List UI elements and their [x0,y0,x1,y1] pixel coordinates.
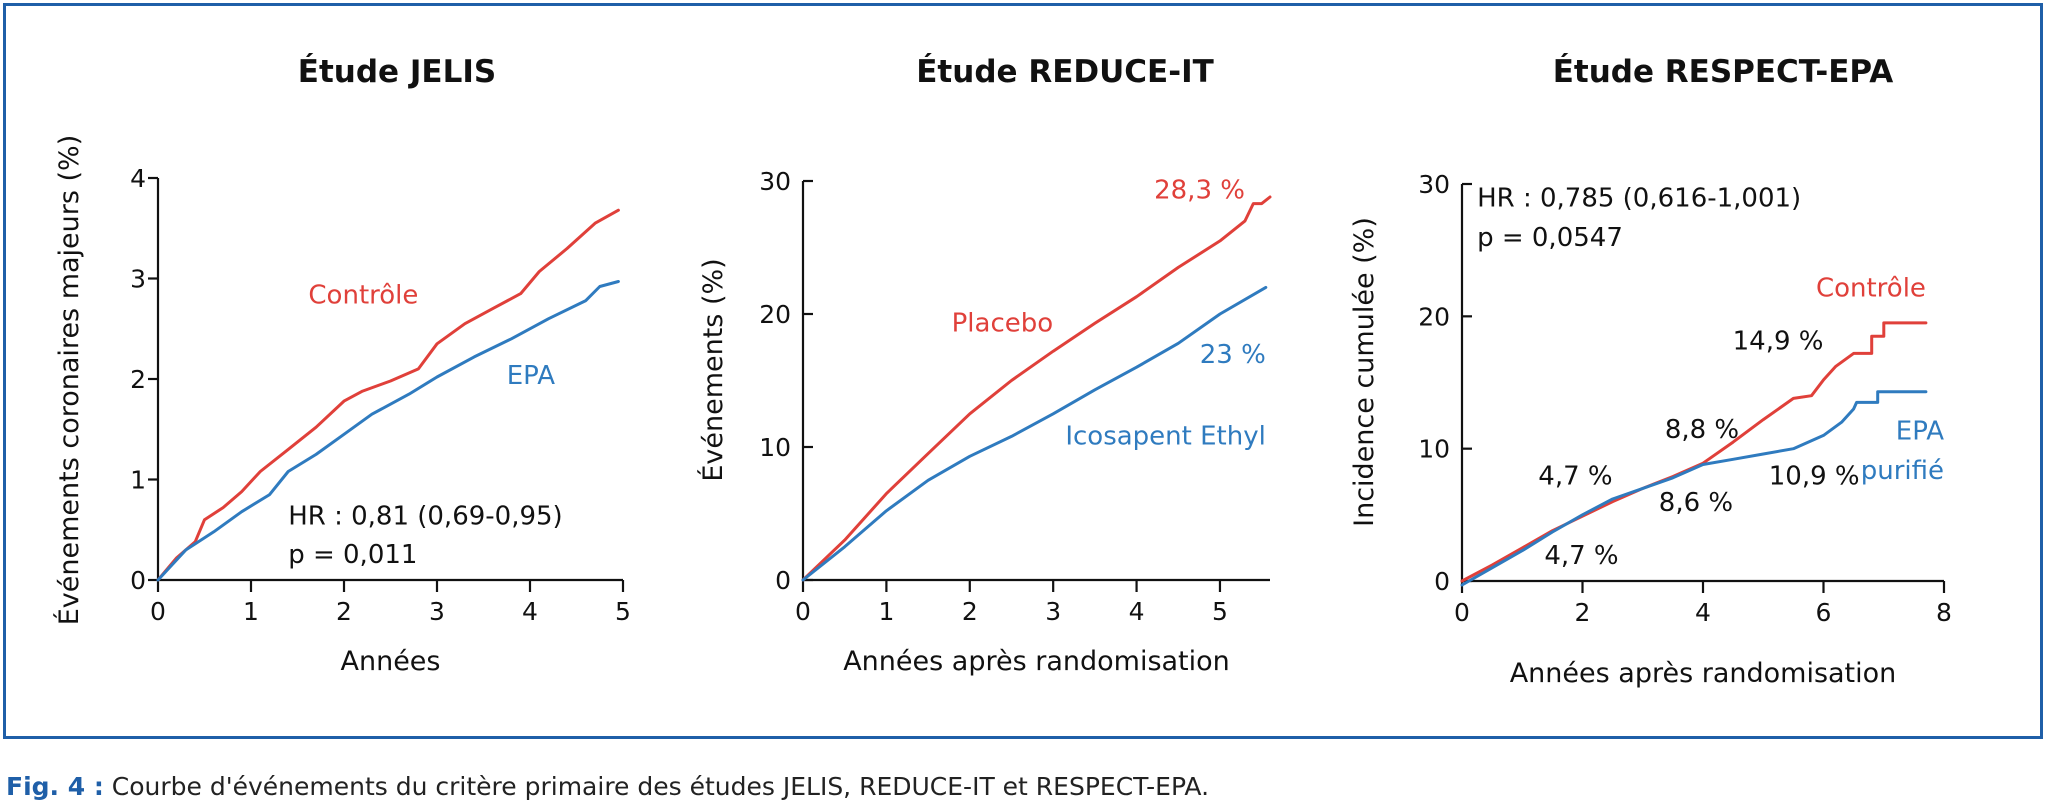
x-tick-label: 5 [1212,597,1228,626]
chart-annotation: Placebo [952,308,1054,338]
x-tick-label: 1 [243,597,259,626]
series-line [156,280,620,582]
x-tick-label: 5 [615,597,631,626]
chart-annotation: HR : 0,785 (0,616-1,001) [1477,183,1801,213]
x-tick-label: 1 [878,597,894,626]
chart-annotation: 8,6 % [1659,488,1733,518]
x-axis-label: Années après randomisation [1510,658,1897,689]
chart-annotation: p = 0,0547 [1477,223,1623,253]
x-axis-label: Années [341,646,441,677]
x-tick-label: 4 [522,597,538,626]
charts-canvas: Étude JELIS 0 1 2 3 4 5 0 1 2 3 4 Années Événements c… [53,54,1952,689]
x-tick-label: 6 [1816,598,1832,627]
chart-title: Étude JELIS [298,54,496,90]
y-tick-label: 0 [775,566,791,595]
y-tick-label: 30 [1418,170,1450,199]
x-tick-label: 4 [1695,598,1711,627]
y-tick-label: 0 [1434,567,1450,596]
y-tick-label: 10 [759,433,791,462]
caption-fig-label: Fig. 4 : [6,772,104,801]
chart-title: Étude RESPECT-EPA [1553,54,1894,90]
y-tick-label: 4 [130,164,146,193]
x-tick-label: 0 [150,597,166,626]
chart-2: Étude REDUCE-IT 0 1 2 3 4 5 0 10 20 30 Années après… [697,54,1272,677]
x-tick-label: 8 [1936,598,1952,627]
x-tick-label: 2 [1575,598,1591,627]
chart-annotation: 28,3 % [1154,175,1245,205]
x-tick-label: 3 [429,597,445,626]
series-line [801,195,1272,582]
x-tick-label: 0 [1454,598,1470,627]
chart-annotation: 14,9 % [1733,326,1824,356]
chart-annotation: EPA [507,361,555,391]
y-axis-label: Événements coronaires majeurs (%) [53,135,85,626]
y-tick-label: 3 [130,265,146,294]
y-tick-label: 30 [759,167,791,196]
chart-annotation: Icosapent Ethyl [1065,421,1266,451]
chart-annotation: 8,8 % [1665,415,1739,445]
chart-title: Étude REDUCE-IT [916,54,1214,90]
chart-annotation: p = 0,011 [288,540,417,570]
figure-frame [3,3,2043,739]
y-tick-label: 2 [130,365,146,394]
y-tick-label: 1 [130,466,146,495]
series-line [801,285,1268,582]
x-tick-label: 3 [1045,597,1061,626]
chart-annotation: 10,9 % [1769,461,1860,491]
chart-annotation: 4,7 % [1538,461,1612,491]
chart-annotation: Contrôle [1816,273,1926,303]
chart-annotation: 4,7 % [1544,541,1618,571]
chart-annotation: 23 % [1200,340,1266,370]
caption-text: Courbe d'événements du critère primaire … [103,772,1210,801]
y-tick-label: 20 [1418,302,1450,331]
chart-annotation: purifié [1861,456,1944,486]
y-axis-label: Événements (%) [697,258,729,481]
series-line [1460,390,1928,587]
chart-annotation: HR : 0,81 (0,69-0,95) [288,502,563,532]
y-tick-label: 10 [1418,435,1450,464]
x-tick-label: 4 [1129,597,1145,626]
series-line [156,208,620,582]
series-line [1460,321,1928,583]
x-axis-label: Années après randomisation [843,646,1230,677]
chart-annotation: Contrôle [308,281,418,311]
chart-1: Étude JELIS 0 1 2 3 4 5 0 1 2 3 4 Années Événements c… [53,54,631,677]
x-tick-label: 0 [795,597,811,626]
chart-3: Étude RESPECT-EPA 0 2 4 6 8 0 10 20 30 Années aprè… [1349,54,1952,689]
x-tick-label: 2 [336,597,352,626]
figure-caption: Fig. 4 : Courbe d'événements du critère … [6,772,1209,801]
chart-annotation: EPA [1896,416,1944,446]
y-axis-label: Incidence cumulée (%) [1349,217,1380,527]
y-tick-label: 0 [130,566,146,595]
y-tick-label: 20 [759,300,791,329]
x-tick-label: 2 [962,597,978,626]
